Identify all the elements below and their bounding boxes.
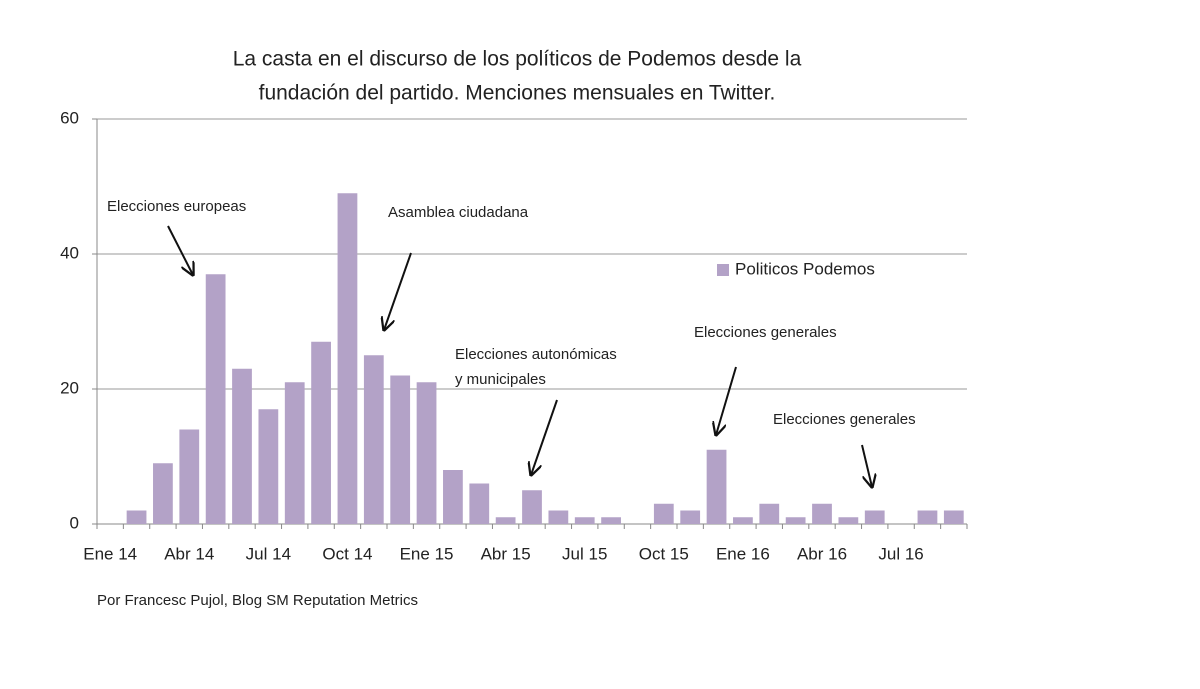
x-tick-label: Jul 14 (246, 544, 291, 563)
plot-area: 0 20 40 60 Ene 14 Abr 14 Jul 14 Oct 14 Ene 15 Abr… (60, 108, 968, 563)
annotation: Asamblea ciudadana (388, 204, 529, 221)
arrow (861, 444, 872, 487)
chart-title: fundación del partido. Menciones mensual… (259, 82, 776, 105)
x-tick-label: Jul 16 (878, 544, 923, 563)
bar (416, 382, 437, 524)
bar (759, 503, 780, 524)
x-tick-label: Abr 14 (164, 544, 214, 563)
bar (522, 490, 542, 524)
annotations: Elecciones europeas Asamblea ciudadana E… (107, 198, 916, 487)
chart-title: La casta en el discurso de los políticos… (233, 48, 802, 71)
bar (785, 517, 806, 524)
x-tick-label: Abr 16 (797, 544, 847, 563)
y-tick-label: 20 (60, 378, 79, 397)
bar (126, 510, 147, 524)
bar (548, 510, 569, 524)
annotation: Elecciones generales (773, 411, 916, 428)
bar (943, 510, 964, 524)
arrow (167, 225, 193, 275)
arrow (384, 252, 412, 330)
bar (311, 341, 331, 524)
bar (232, 368, 252, 524)
x-tick-label: Ene 15 (400, 544, 454, 563)
bar (812, 503, 832, 524)
bar (653, 503, 674, 524)
bar (864, 510, 885, 524)
bar (363, 355, 384, 524)
x-tick-label: Ene 14 (83, 544, 137, 563)
legend-label: Politicos Podemos (735, 259, 875, 278)
bar (706, 449, 727, 524)
bar (390, 375, 411, 524)
bar (917, 510, 938, 524)
x-tick-label: Abr 15 (481, 544, 531, 563)
arrow (531, 399, 558, 475)
source: Por Francesc Pujol, Blog SM Reputation M… (97, 592, 418, 609)
annotation: y municipales (455, 371, 546, 388)
x-tick-label: Ene 16 (716, 544, 770, 563)
y-tick-label: 40 (60, 243, 79, 262)
bar (205, 274, 226, 524)
legend-bg (705, 256, 925, 284)
bar (733, 517, 753, 524)
annotation: Elecciones europeas (107, 198, 246, 215)
bar (153, 463, 173, 524)
annotation: Elecciones generales (694, 324, 837, 341)
arrow (716, 366, 737, 435)
x-tick-label: Jul 15 (562, 544, 607, 563)
y-tick-label: 60 (60, 108, 79, 127)
bar (337, 193, 358, 524)
bar (495, 517, 516, 524)
bar (601, 517, 621, 524)
x-tick-label: Oct 15 (639, 544, 689, 563)
bar (258, 409, 279, 524)
x-tick-label: Oct 14 (322, 544, 372, 563)
bar (179, 429, 200, 524)
bar (469, 483, 490, 524)
annotation: Elecciones autonómicas (455, 346, 617, 363)
bar (838, 517, 859, 524)
y-tick-label: 0 (70, 513, 79, 532)
bar (680, 510, 701, 524)
bar (284, 382, 305, 524)
legend-swatch (717, 264, 729, 276)
bar (574, 517, 595, 524)
bar (443, 470, 463, 524)
